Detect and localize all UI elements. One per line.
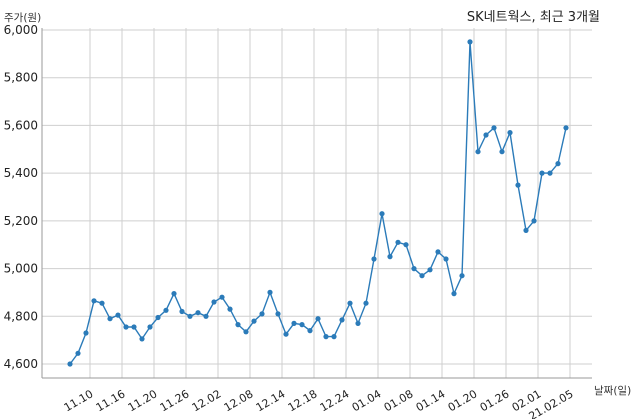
- data-point: [307, 328, 313, 334]
- data-point: [163, 307, 169, 313]
- data-point: [523, 227, 529, 233]
- data-point: [323, 334, 329, 340]
- y-tick-label: 5,400: [4, 166, 38, 180]
- x-tick-label: 01.08: [382, 387, 416, 414]
- x-tick-label: 01.20: [446, 387, 480, 414]
- data-point: [547, 170, 553, 176]
- y-tick-label: 4,800: [4, 309, 38, 323]
- x-tick-label: 01.04: [350, 387, 384, 414]
- data-point: [267, 289, 273, 295]
- data-point: [411, 266, 417, 272]
- data-point: [75, 350, 81, 356]
- data-point: [275, 311, 281, 317]
- data-point: [475, 149, 481, 155]
- data-point: [451, 291, 457, 297]
- data-point: [91, 298, 97, 304]
- x-tick-label: 01.26: [478, 387, 512, 414]
- chart-title: SK네트웍스, 최근 3개월: [467, 10, 600, 25]
- data-point: [139, 336, 145, 342]
- data-point: [299, 322, 305, 328]
- data-point: [251, 318, 257, 324]
- data-point: [123, 324, 129, 330]
- data-point: [507, 130, 513, 136]
- data-point: [235, 322, 241, 328]
- data-point: [259, 311, 265, 317]
- data-point: [347, 300, 353, 306]
- y-tick-label: 5,200: [4, 214, 38, 228]
- data-point: [227, 306, 233, 312]
- data-point: [459, 273, 465, 279]
- data-point: [219, 294, 225, 300]
- x-tick-label: 01.14: [414, 387, 448, 414]
- data-point: [283, 331, 289, 337]
- data-point: [467, 39, 473, 45]
- data-point: [331, 334, 337, 340]
- y-axis-title: 주가(원): [4, 12, 41, 24]
- data-point: [483, 132, 489, 138]
- data-point: [387, 254, 393, 260]
- data-point: [99, 300, 105, 306]
- data-point: [371, 256, 377, 262]
- data-point: [515, 182, 521, 188]
- data-point: [203, 313, 209, 319]
- data-point: [155, 314, 161, 321]
- x-tick-label: 11.16: [94, 387, 128, 414]
- data-point: [435, 249, 441, 255]
- series-layer: [67, 39, 569, 367]
- data-point: [171, 291, 177, 297]
- data-point: [211, 299, 217, 305]
- data-point: [355, 320, 361, 326]
- data-point: [179, 308, 185, 315]
- x-tick-label: 12.18: [286, 387, 320, 414]
- y-tick-label: 5,600: [4, 118, 38, 132]
- data-point: [419, 273, 425, 279]
- data-point: [363, 300, 369, 306]
- y-tick-label: 5,000: [4, 262, 38, 276]
- x-axis-title: 날짜(일): [594, 384, 631, 397]
- data-point: [291, 320, 297, 326]
- y-tick-label: 5,800: [4, 71, 38, 85]
- data-point: [395, 239, 401, 245]
- data-point: [555, 161, 561, 167]
- gridlines: [42, 28, 592, 378]
- data-point: [107, 316, 113, 322]
- x-tick-label: 12.24: [318, 387, 352, 414]
- x-tick-label: 12.08: [222, 387, 256, 414]
- x-tick-label: 11.10: [62, 387, 96, 414]
- data-point: [491, 125, 497, 131]
- x-tick-label: 11.20: [126, 387, 160, 414]
- data-point: [379, 211, 385, 217]
- data-point: [195, 310, 201, 316]
- data-point: [531, 218, 537, 224]
- y-tick-label: 4,600: [4, 357, 38, 371]
- data-point: [187, 313, 193, 319]
- data-point: [115, 312, 121, 318]
- data-point: [403, 242, 409, 248]
- axes: [41, 28, 592, 379]
- series-line: [69, 41, 567, 365]
- data-point: [315, 316, 321, 322]
- y-tick-label: 6,000: [4, 23, 38, 37]
- data-point: [83, 330, 89, 336]
- data-point: [427, 267, 433, 273]
- data-point: [499, 149, 505, 155]
- data-point: [339, 317, 345, 323]
- data-point: [443, 256, 449, 262]
- data-point: [243, 329, 249, 335]
- x-tick-label: 12.02: [190, 387, 224, 414]
- x-tick-label: 12.14: [254, 387, 288, 414]
- data-point: [539, 170, 545, 176]
- x-tick-label: 11.26: [158, 387, 192, 414]
- data-point: [131, 324, 137, 330]
- data-point: [67, 361, 73, 367]
- data-point: [563, 125, 569, 131]
- data-point: [147, 324, 153, 330]
